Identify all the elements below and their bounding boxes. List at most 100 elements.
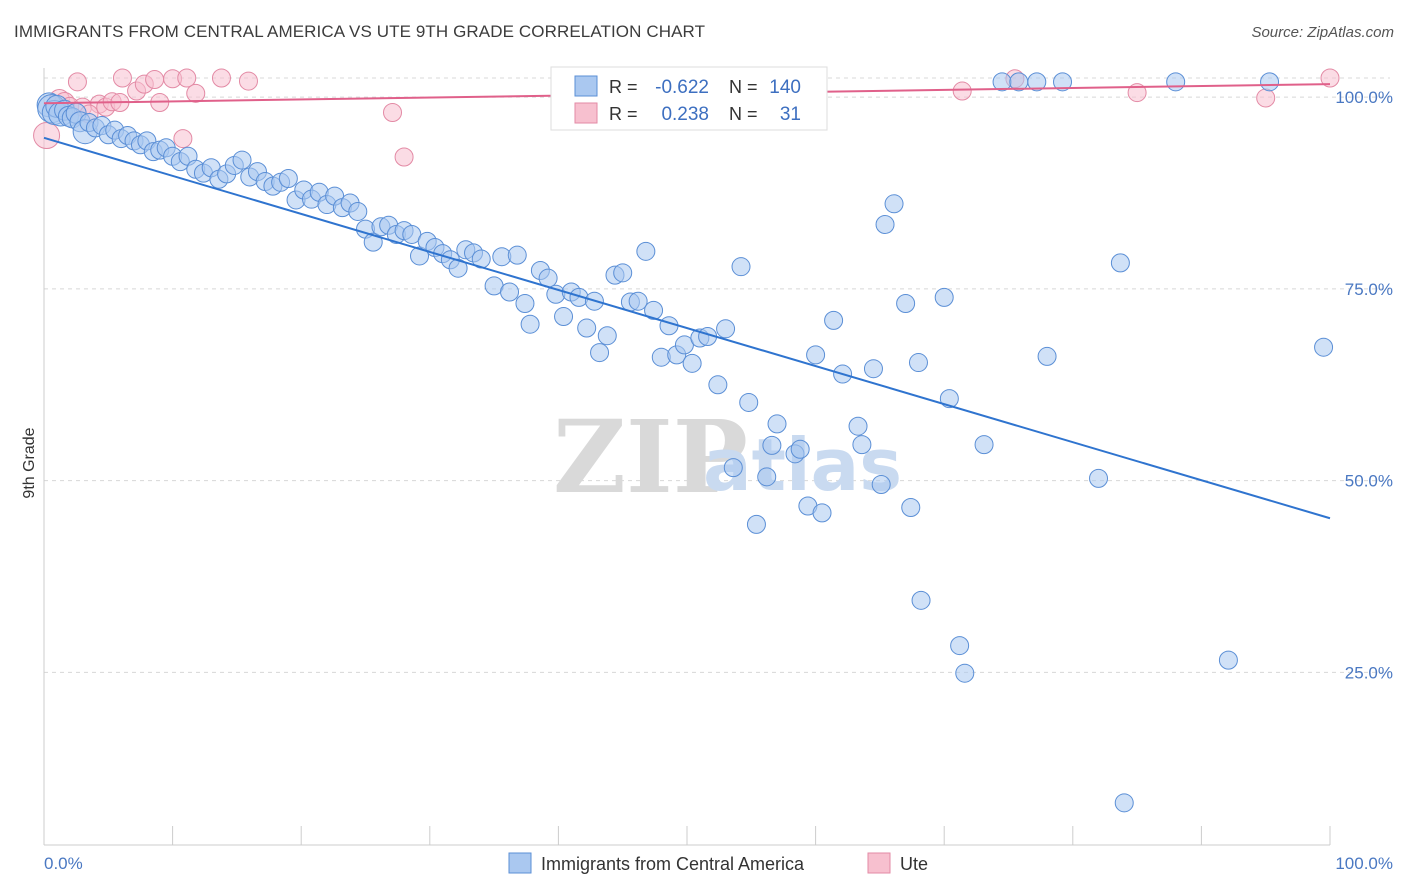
central-america-point [363,232,383,252]
correlation-legend: R = -0.622 N = 140 R = 0.238 N = 31 [550,66,828,131]
central-america-point [1114,793,1134,813]
ute-point [1256,88,1276,108]
central-america-point [410,246,430,266]
central-america-point [1166,72,1186,92]
central-america-point [806,345,826,365]
bottom-legend-swatch-pink [867,852,891,874]
bottom-legend-swatch-blue [508,852,532,874]
central-america-point [613,263,633,283]
central-america-point [731,257,751,277]
watermark: ZIP atlas [553,398,902,516]
central-america-point [746,514,766,534]
central-america-point [636,241,656,261]
ute-point [383,103,403,123]
x-tick-label-1: 100.0% [1335,854,1393,873]
ute-point [952,81,972,101]
central-america-point [911,590,931,610]
central-america-point [871,475,891,495]
ute-point [173,129,193,149]
central-america-point [448,258,468,278]
legend-swatch-blue [574,75,598,97]
central-america-point [1027,72,1047,92]
central-america-point [1110,253,1130,273]
ute-point [145,70,165,90]
axes [43,68,1331,846]
central-america-point [950,636,970,656]
central-america-point [708,375,728,395]
central-america-point [863,359,883,379]
trend-line-central-america [43,136,1331,520]
central-america-point [520,314,540,334]
y-tick-label-1: 75.0% [1345,280,1393,299]
watermark-zip: ZIP [553,398,748,516]
bottom-legend-label-pink: Ute [900,854,928,874]
central-america-point [1037,346,1057,366]
central-america-point [790,439,810,459]
ute-point [112,68,132,88]
legend-n-label-1: N = [729,77,758,97]
central-america-point [875,214,895,234]
central-america-point [852,435,872,455]
central-america-point [348,201,368,221]
ute-point [238,71,258,91]
series-legend: Immigrants from Central America Ute [508,852,928,874]
central-america-point [597,326,617,346]
central-america-point [1218,650,1238,670]
central-america-point [955,663,975,683]
central-america-point [896,293,916,313]
central-america-point [644,300,664,320]
legend-r-value-2: 0.238 [661,104,709,125]
y-tick-label-0: 100.0% [1335,88,1393,107]
ute-point [394,147,414,167]
central-america-point [554,307,574,327]
x-tick-label-0: 0.0% [44,854,83,873]
source-label: Source: ZipAtlas.com [1251,24,1394,41]
central-america-point [757,467,777,487]
central-america-point [739,392,759,412]
legend-r-value-1: -0.622 [655,77,709,98]
ute-point [67,72,87,92]
legend-n-label-2: N = [729,104,758,124]
ute-point [33,122,61,150]
y-axis-label: 9th Grade [21,427,38,498]
legend-n-value-1: 140 [769,77,801,98]
central-america-point [762,435,782,455]
central-america-point [628,291,648,311]
central-america-point [848,416,868,436]
legend-swatch-pink [574,102,598,124]
tick-labels: 100.0% 75.0% 50.0% 25.0% 0.0% 100.0% [44,88,1393,873]
central-america-point [1053,72,1073,92]
ute-point [186,83,206,103]
legend-r-label-2: R = [609,104,638,124]
ute-point [177,68,197,88]
series-central-america-points [36,72,1334,813]
central-america-point [232,150,252,170]
legend-n-value-2: 31 [780,104,801,125]
central-america-point [515,293,535,313]
central-america-point [824,310,844,330]
central-america-point [716,319,736,339]
central-america-point [974,435,994,455]
y-tick-label-3: 25.0% [1345,663,1393,682]
central-america-point [812,503,832,523]
central-america-point [1260,72,1280,92]
central-america-point [577,318,597,338]
chart-title: IMMIGRANTS FROM CENTRAL AMERICA VS UTE 9… [14,22,706,41]
y-tick-label-2: 50.0% [1345,472,1393,491]
central-america-point [939,389,959,409]
central-america-point [723,458,743,478]
legend-r-label-1: R = [609,77,638,97]
central-america-point [884,194,904,214]
central-america-point [1314,337,1334,357]
ute-point [1320,68,1340,88]
central-america-point [500,282,520,302]
central-america-point [908,353,928,373]
central-america-point [767,414,787,434]
central-america-point [659,316,679,336]
central-america-point [682,353,702,373]
ute-point [211,68,231,88]
bottom-legend-label-blue: Immigrants from Central America [541,854,805,874]
central-america-point [901,498,921,518]
central-america-point [1089,468,1109,488]
